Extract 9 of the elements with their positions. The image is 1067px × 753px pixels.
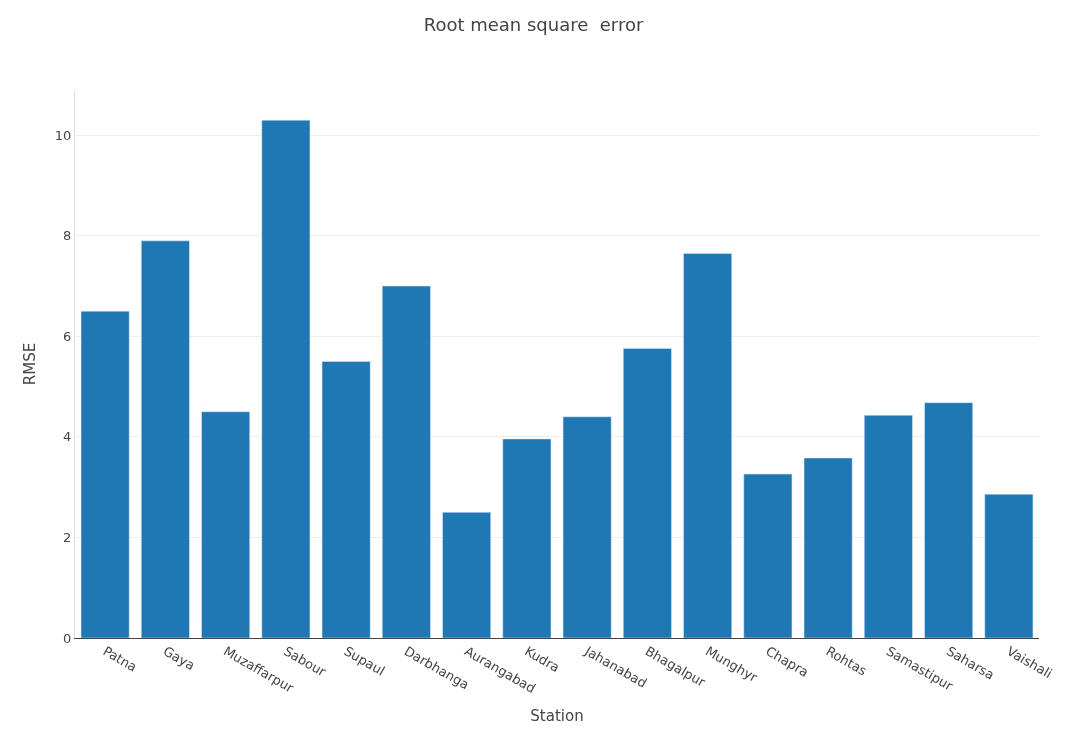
y-axis-title: RMSE (21, 342, 40, 386)
chart-title: Root mean square error (423, 14, 644, 36)
y-tick-label: 8 (63, 228, 72, 244)
y-tick-label: 10 (54, 127, 72, 143)
y-tick-label: 2 (63, 530, 72, 545)
y-tick-label: 0 (63, 630, 72, 646)
y-tick-label: 6 (63, 328, 72, 344)
y-tick-label: 4 (63, 429, 72, 445)
x-axis-title: Station (530, 707, 584, 726)
